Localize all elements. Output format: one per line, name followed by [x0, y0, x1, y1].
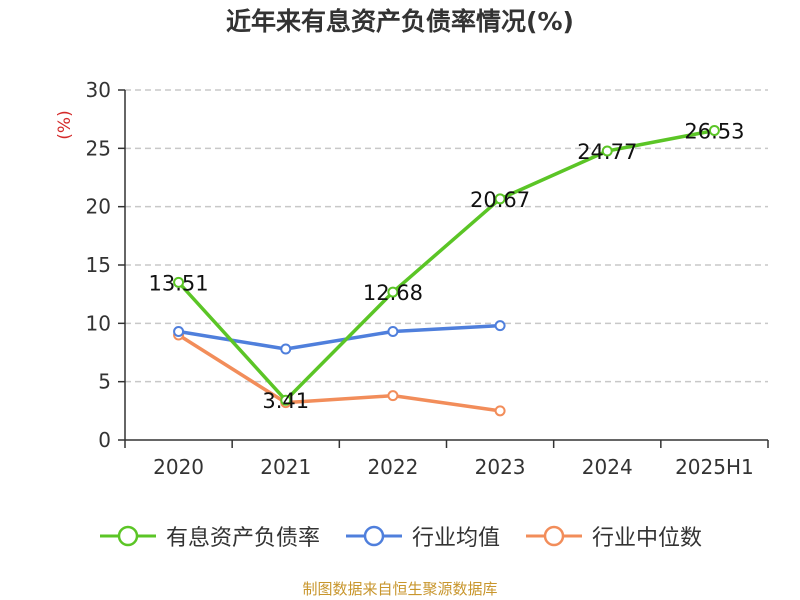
- data-point: [708, 124, 720, 136]
- data-point: [173, 326, 185, 337]
- y-tick-label: 20: [86, 195, 111, 219]
- data-labels: 13.51 3.41 12.68 20.67 24.77 26.53: [149, 119, 745, 413]
- data-point: [173, 276, 185, 288]
- y-tick-label: 10: [86, 311, 111, 335]
- series-line: [177, 128, 715, 402]
- y-tick-label: 0: [98, 428, 111, 452]
- y-tick-label: 5: [98, 370, 111, 394]
- legend-label: 行业中位数: [592, 526, 703, 551]
- x-tick-label: 2022: [367, 455, 418, 479]
- legend-label: 有息资产负债率: [165, 526, 320, 551]
- legend: 有息资产负债率 行业均值 行业中位数: [0, 518, 800, 554]
- data-label: 24.77: [577, 140, 637, 164]
- y-tick-label: 15: [86, 253, 111, 277]
- data-point: [387, 390, 399, 402]
- legend-swatch-icon: [345, 525, 402, 547]
- data-point: [280, 343, 292, 355]
- grid-lines: [125, 89, 768, 383]
- data-label: 26.53: [684, 119, 744, 143]
- data-point: [494, 320, 506, 332]
- y-tick-label: 25: [86, 136, 111, 160]
- data-point: [387, 326, 399, 337]
- data-label: 20.67: [470, 188, 530, 212]
- x-tick-label: 2020: [153, 455, 204, 479]
- x-tick-label: 2023: [475, 455, 526, 479]
- data-point: [601, 145, 613, 157]
- data-point: [494, 405, 506, 417]
- legend-swatch-icon: [526, 525, 582, 547]
- legend-label: 行业均值: [411, 526, 500, 551]
- data-point: [280, 394, 292, 406]
- source-note: 制图数据来自恒生聚源数据库: [302, 580, 498, 598]
- data-point: [387, 286, 399, 298]
- data-label: 13.51: [149, 271, 209, 295]
- series-line: [177, 333, 501, 413]
- x-tick-label: 2025H1: [675, 455, 754, 479]
- legend-item: 行业均值: [344, 520, 500, 552]
- data-label: 12.68: [363, 281, 423, 305]
- series-lines: [173, 124, 720, 417]
- x-tick-label: 2024: [582, 455, 633, 479]
- data-point: [494, 193, 506, 205]
- chart-title: 近年来有息资产负债率情况(%): [226, 7, 574, 36]
- legend-item: 有息资产负债率: [98, 520, 320, 552]
- y-axis-label: (%): [55, 110, 75, 139]
- axes: 0 5 10 15 20 25 30 2020 2021 2022 2023 2024 2025H1 (%…: [55, 78, 769, 479]
- legend-swatch-icon: [99, 525, 156, 547]
- y-tick-label: 30: [86, 78, 111, 102]
- x-tick-label: 2021: [260, 455, 311, 479]
- data-label: 3.41: [262, 389, 309, 413]
- legend-item: 行业中位数: [524, 520, 702, 552]
